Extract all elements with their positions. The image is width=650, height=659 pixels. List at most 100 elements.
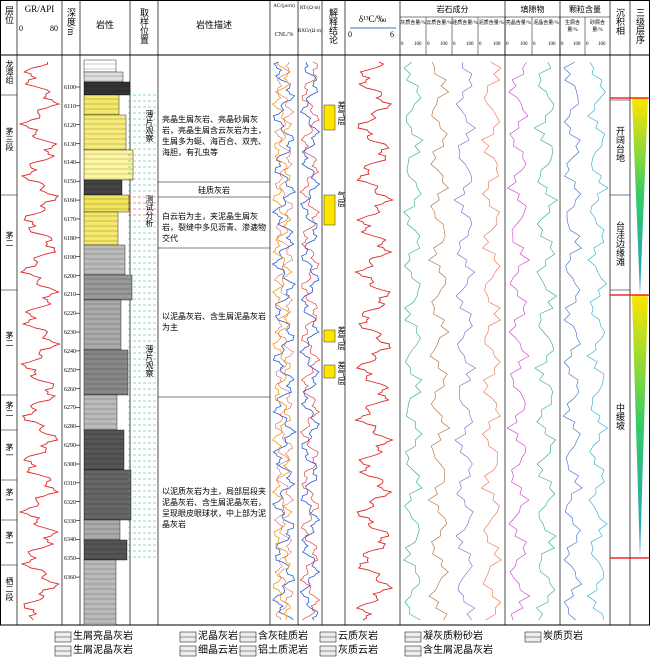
header-sub: 硅质含量/%	[452, 21, 478, 26]
seq-triangle	[632, 295, 648, 558]
interp-box	[323, 104, 336, 131]
sampling-label: 薄片观察	[145, 110, 154, 142]
lithology-block	[83, 81, 131, 96]
composition-curve	[506, 61, 531, 621]
depth-label: 6150	[64, 179, 76, 186]
depth-label: 6300	[64, 462, 76, 468]
scale-min: 0	[561, 42, 564, 47]
facies-label: 台洼边缘滩	[615, 220, 625, 266]
lithology-block	[83, 179, 123, 196]
lithology-block	[83, 149, 134, 181]
depth-label: 6350	[64, 556, 76, 563]
scale-max: 100	[440, 42, 448, 47]
strata-label: 茅二	[5, 330, 14, 347]
description-text: 以泥晶灰岩、含生屑泥晶灰岩为主	[162, 311, 266, 332]
header-lithology: 岩性	[95, 20, 114, 30]
depth-label: 6250	[64, 367, 76, 374]
legend-label: 细晶云岩	[198, 645, 238, 656]
strata-label: 茅二	[5, 230, 14, 247]
composition-curve	[453, 61, 476, 621]
legend-label: 泥晶灰岩	[198, 631, 238, 642]
composition-curve	[562, 61, 583, 621]
header-interpretation: 解释结论	[328, 8, 338, 44]
legend-label: 凝灰质粉砂岩	[423, 631, 483, 642]
legend-label: 生屑泥晶灰岩	[73, 645, 133, 656]
scale-min: 0	[586, 42, 589, 47]
depth-label: 6280	[64, 424, 76, 431]
facies-label: 开阔台地	[615, 125, 625, 162]
header-depth: 深度/m	[66, 8, 76, 36]
scale-max: 100	[466, 42, 474, 47]
header-sub: 泥质含量/%	[478, 21, 505, 26]
depth-label: 6120	[64, 122, 76, 129]
header-gr-max: 80	[50, 24, 58, 33]
depth-label: 6330	[64, 518, 76, 525]
header-gr: GR/API	[24, 4, 55, 14]
depth-label: 6360	[64, 575, 76, 582]
depth-label: 6320	[64, 499, 76, 506]
lithology-block	[83, 469, 132, 521]
header-ac: AC/(μs/m)	[273, 4, 295, 9]
lithology-block	[83, 394, 118, 431]
depth-label: 6110	[64, 103, 76, 110]
legend-label: 炭质页岩	[543, 631, 583, 642]
header-carbon-min: 0	[348, 30, 352, 39]
legend-label: 生屑亮晶灰岩	[73, 631, 133, 642]
interp-box	[323, 194, 336, 226]
description-text: 亮晶生屑灰岩、亮晶砂屑灰岩，亮晶生屑含云灰岩为主，生屑多为蜓、海百合、双壳、海胆…	[162, 114, 266, 157]
depth-label: 6310	[64, 480, 76, 487]
depth-label: 6180	[64, 235, 76, 242]
scale-min: 0	[479, 42, 482, 47]
den-curve	[273, 61, 295, 621]
depth-label: 6170	[64, 216, 76, 223]
composition-curve	[480, 61, 502, 621]
depth-label: 6240	[64, 348, 76, 355]
scale-max: 100	[520, 42, 528, 47]
depth-label: 6220	[64, 311, 76, 318]
lithology-block	[83, 71, 124, 83]
interp-label: 差气层	[337, 101, 346, 125]
header-rock: 岩石成分	[436, 5, 469, 14]
header-cnl: CNL/%	[274, 32, 294, 38]
depth-label: 6340	[64, 537, 76, 544]
lithology-block	[83, 539, 128, 561]
header-carbon: δ¹³C/‰	[358, 14, 387, 24]
depth-label: 6230	[64, 330, 76, 337]
lithology-block	[83, 349, 129, 396]
composition-curve	[533, 61, 558, 621]
scale-min: 0	[453, 42, 456, 47]
legend-label: 含灰硅质岩	[258, 631, 308, 642]
scale-max: 100	[573, 42, 581, 47]
header-gr-min: 0	[19, 24, 23, 33]
header-sub: 云质含量/%	[426, 21, 452, 26]
depth-label: 6100	[64, 85, 76, 91]
scale-min: 0	[427, 42, 430, 47]
lithology-block	[83, 59, 117, 73]
legend-label: 云质灰岩	[338, 631, 378, 642]
header-description: 岩性描述	[195, 20, 232, 30]
depth-label: 6210	[64, 292, 76, 299]
header-rt: RT/(Ω·m)	[299, 6, 321, 11]
composition-curve	[403, 61, 424, 621]
seq-triangle	[632, 98, 648, 295]
strata-label: 龙潭组	[5, 59, 14, 84]
legend-label: 含生屑泥晶灰岩	[423, 645, 493, 656]
header-sub: 灰质含量/%	[400, 21, 426, 26]
rxo-curve	[299, 61, 321, 621]
depth-label: 6200	[64, 273, 76, 280]
scale-min: 0	[506, 42, 509, 47]
description-text: 硅质灰岩	[198, 185, 230, 195]
strata-label: 茅一	[5, 488, 14, 504]
ac-curve	[271, 61, 297, 621]
lithology-block	[83, 244, 126, 276]
interp-label: 差气层	[337, 361, 346, 385]
composition-curve	[586, 61, 609, 621]
header-layer: 层位	[4, 6, 14, 24]
facies-label: 中缓坡	[615, 403, 625, 430]
interp-label: 差气层	[337, 326, 346, 350]
depth-label: 6270	[64, 405, 76, 412]
sampling-label: 测试分析	[145, 195, 154, 227]
strata-label: 茅三段	[5, 127, 14, 151]
lithology-block	[83, 519, 121, 541]
